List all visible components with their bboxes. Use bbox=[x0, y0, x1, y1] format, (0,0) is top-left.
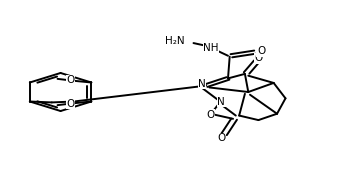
Text: N: N bbox=[217, 97, 225, 107]
Text: O: O bbox=[254, 54, 263, 63]
Text: H₂N: H₂N bbox=[165, 36, 185, 46]
Text: N: N bbox=[198, 79, 206, 89]
Text: O: O bbox=[257, 46, 265, 56]
Text: NH: NH bbox=[203, 43, 219, 53]
Text: O: O bbox=[66, 75, 75, 85]
Text: O: O bbox=[66, 99, 75, 109]
Text: O: O bbox=[206, 110, 214, 120]
Text: O: O bbox=[218, 133, 226, 143]
